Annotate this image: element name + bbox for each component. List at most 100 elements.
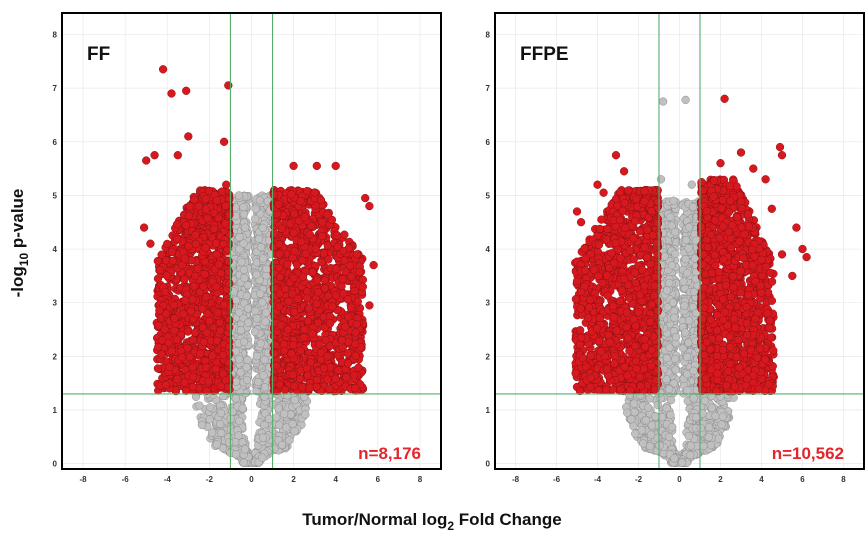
data-point-significant (202, 292, 211, 302)
data-point-significant (303, 294, 312, 303)
data-point-nonsignificant (239, 239, 248, 248)
data-point-nonsignificant (237, 257, 246, 267)
data-point-significant (219, 137, 229, 146)
data-point-significant (204, 186, 214, 196)
data-point-significant (185, 352, 195, 362)
data-point-significant (224, 81, 233, 90)
data-point-significant (269, 374, 278, 384)
data-point-nonsignificant (261, 308, 271, 317)
data-point-significant (225, 279, 234, 288)
data-point-significant (225, 323, 234, 332)
data-point-nonsignificant (216, 419, 225, 429)
x-tick-label: 4 (333, 475, 338, 484)
data-point-significant (155, 265, 165, 275)
data-point-nonsignificant (288, 419, 297, 429)
data-point-nonsignificant (197, 420, 207, 430)
data-point-significant (339, 246, 348, 256)
data-point-nonsignificant (224, 438, 234, 447)
count-label: n=8,176 (358, 444, 421, 463)
data-point-significant (287, 190, 296, 199)
data-point-nonsignificant (240, 445, 250, 454)
data-point-significant (323, 375, 332, 384)
data-point-nonsignificant (217, 428, 226, 438)
data-point-significant (274, 200, 283, 209)
data-point-significant (325, 319, 335, 328)
data-point-nonsignificant (251, 214, 260, 224)
data-point-significant (218, 350, 228, 360)
data-point-significant (317, 348, 326, 357)
data-point-significant (275, 250, 284, 259)
data-point-nonsignificant (239, 202, 248, 212)
data-point-significant (338, 275, 347, 284)
data-point-significant (153, 364, 163, 373)
data-point-nonsignificant (195, 401, 204, 410)
data-point-significant (201, 194, 210, 204)
data-point-significant (201, 205, 211, 214)
data-point-significant (191, 230, 200, 240)
data-point-nonsignificant (231, 296, 241, 305)
data-point-significant (154, 342, 163, 352)
data-point-significant (212, 250, 221, 259)
data-point-significant (219, 239, 228, 249)
y-tick-label: 0 (53, 460, 58, 469)
data-point-significant (354, 363, 363, 372)
data-point-significant (314, 288, 323, 297)
data-point-significant (353, 297, 362, 306)
data-point-significant (269, 190, 279, 199)
data-point-nonsignificant (239, 458, 248, 467)
data-point-nonsignificant (262, 264, 271, 274)
data-point-significant (184, 241, 193, 251)
data-point-nonsignificant (207, 428, 217, 437)
y-tick-label: 1 (53, 406, 58, 415)
data-point-significant (289, 273, 298, 283)
data-point-significant (193, 264, 202, 273)
data-point-significant (202, 386, 211, 396)
data-point-significant (350, 286, 359, 296)
data-point-significant (203, 309, 212, 318)
x-tick-label: 6 (376, 475, 381, 484)
data-point-nonsignificant (242, 375, 252, 385)
data-point-significant (188, 295, 197, 304)
data-point-nonsignificant (256, 339, 265, 348)
data-point-significant (186, 306, 195, 316)
data-point-nonsignificant (285, 436, 294, 445)
data-point-significant (216, 382, 226, 391)
data-point-significant (305, 230, 314, 239)
x-tick-label: 0 (249, 475, 254, 484)
data-point-significant (279, 339, 289, 349)
data-point-significant (312, 299, 321, 308)
data-point-nonsignificant (629, 422, 638, 431)
data-point-nonsignificant (205, 415, 214, 424)
data-point-significant (162, 271, 171, 280)
data-point-significant (274, 302, 284, 311)
data-point-nonsignificant (252, 314, 262, 323)
data-point-significant (224, 257, 233, 266)
data-point-significant (318, 231, 327, 241)
data-point-significant (312, 276, 322, 285)
data-point-nonsignificant (235, 416, 244, 426)
data-point-significant (283, 325, 293, 334)
data-point-significant (331, 161, 340, 171)
data-point-significant (355, 268, 364, 277)
data-point-nonsignificant (254, 234, 264, 244)
data-point-significant (350, 339, 360, 349)
x-tick-label: -4 (164, 475, 172, 484)
data-point-nonsignificant (234, 431, 243, 440)
data-point-significant (211, 239, 221, 248)
data-point-nonsignificant (212, 440, 221, 449)
data-point-significant (161, 287, 170, 297)
data-point-significant (155, 306, 164, 315)
data-point-significant (139, 223, 149, 232)
data-point-significant (158, 65, 168, 74)
x-tick-label: -2 (206, 475, 214, 484)
data-point-nonsignificant (290, 395, 299, 405)
data-point-significant (274, 239, 284, 249)
data-point-nonsignificant (251, 204, 260, 213)
data-point-significant (296, 196, 305, 206)
data-point-significant (179, 309, 188, 319)
data-point-significant (318, 218, 327, 227)
data-point-significant (311, 244, 320, 253)
data-point-significant (342, 373, 351, 382)
data-point-significant (205, 316, 214, 325)
